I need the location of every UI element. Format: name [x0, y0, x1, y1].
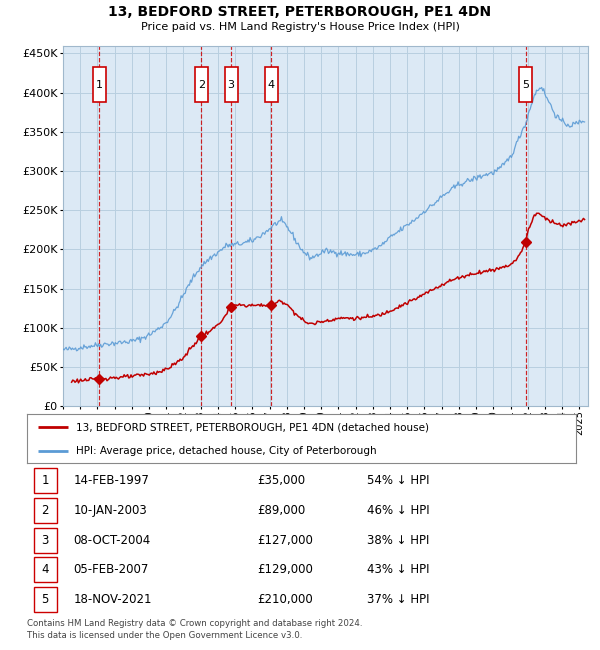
Text: 1: 1	[41, 474, 49, 488]
FancyBboxPatch shape	[34, 468, 56, 493]
Text: £89,000: £89,000	[257, 504, 306, 517]
FancyBboxPatch shape	[34, 557, 56, 582]
Text: 3: 3	[41, 534, 49, 547]
Text: 1: 1	[96, 80, 103, 90]
FancyBboxPatch shape	[265, 68, 278, 102]
Text: Contains HM Land Registry data © Crown copyright and database right 2024.: Contains HM Land Registry data © Crown c…	[27, 619, 362, 628]
Text: 05-FEB-2007: 05-FEB-2007	[74, 564, 149, 577]
FancyBboxPatch shape	[34, 498, 56, 523]
FancyBboxPatch shape	[34, 528, 56, 552]
FancyBboxPatch shape	[194, 68, 208, 102]
FancyBboxPatch shape	[519, 68, 532, 102]
Text: 38% ↓ HPI: 38% ↓ HPI	[367, 534, 430, 547]
Text: 2: 2	[41, 504, 49, 517]
Text: £127,000: £127,000	[257, 534, 313, 547]
FancyBboxPatch shape	[93, 68, 106, 102]
Text: 13, BEDFORD STREET, PETERBOROUGH, PE1 4DN (detached house): 13, BEDFORD STREET, PETERBOROUGH, PE1 4D…	[76, 422, 430, 432]
Text: £35,000: £35,000	[257, 474, 306, 488]
Text: 10-JAN-2003: 10-JAN-2003	[74, 504, 148, 517]
Text: 18-NOV-2021: 18-NOV-2021	[74, 593, 152, 606]
Text: 46% ↓ HPI: 46% ↓ HPI	[367, 504, 430, 517]
Text: 08-OCT-2004: 08-OCT-2004	[74, 534, 151, 547]
Text: 3: 3	[227, 80, 235, 90]
Text: 5: 5	[522, 80, 529, 90]
FancyBboxPatch shape	[34, 587, 56, 612]
Text: 4: 4	[41, 564, 49, 577]
Text: 13, BEDFORD STREET, PETERBOROUGH, PE1 4DN: 13, BEDFORD STREET, PETERBOROUGH, PE1 4D…	[109, 5, 491, 19]
Text: 4: 4	[268, 80, 275, 90]
Text: 54% ↓ HPI: 54% ↓ HPI	[367, 474, 430, 488]
Text: 14-FEB-1997: 14-FEB-1997	[74, 474, 149, 488]
Text: 5: 5	[41, 593, 49, 606]
Text: Price paid vs. HM Land Registry's House Price Index (HPI): Price paid vs. HM Land Registry's House …	[140, 22, 460, 32]
FancyBboxPatch shape	[224, 68, 238, 102]
Text: £210,000: £210,000	[257, 593, 313, 606]
Text: £129,000: £129,000	[257, 564, 313, 577]
Text: 2: 2	[197, 80, 205, 90]
Text: HPI: Average price, detached house, City of Peterborough: HPI: Average price, detached house, City…	[76, 446, 377, 456]
Text: 43% ↓ HPI: 43% ↓ HPI	[367, 564, 430, 577]
Text: 37% ↓ HPI: 37% ↓ HPI	[367, 593, 430, 606]
Text: This data is licensed under the Open Government Licence v3.0.: This data is licensed under the Open Gov…	[27, 630, 302, 640]
